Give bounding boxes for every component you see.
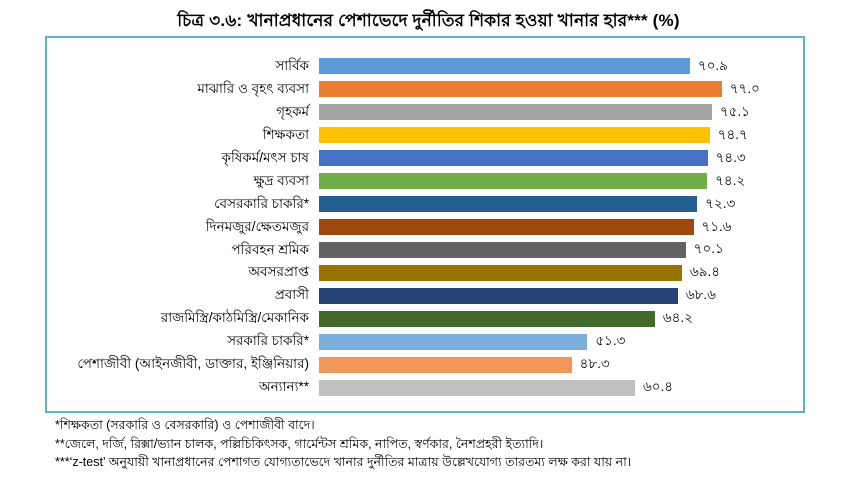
bar <box>319 104 712 121</box>
bar-row: অন্যান্য** ৬০.৪ <box>51 376 795 399</box>
bar-row: ক্ষুদ্র ব্যবসা ৭৪.২ <box>51 170 795 193</box>
bar <box>319 127 710 144</box>
bar <box>319 219 694 236</box>
category-label: কৃষিকর্ম/মৎস চাষ <box>221 149 309 165</box>
footnote-2: **জেলে, দর্জি, রিক্সা/ভ্যান চালক, পল্লিচ… <box>55 436 544 451</box>
bar-row: বেসরকারি চাকরি* ৭২.৩ <box>51 193 795 216</box>
bar-row: দিনমজুর/ক্ষেতমজুর ৭১.৬ <box>51 216 795 239</box>
bar-track: ৬৪.২ <box>319 307 795 330</box>
bar <box>319 58 690 75</box>
bar-row: রাজমিস্ত্রি/কাঠমিস্ত্রি/মেকানিক ৬৪.২ <box>51 307 795 330</box>
bar-value-label: ৭১.৬ <box>701 218 732 234</box>
category-label: অন্যান্য** <box>258 379 309 395</box>
chart-title: চিত্র ৩.৬: খানাপ্রধানের পেশাভেদে দুর্নীত… <box>177 11 680 30</box>
bar-track: ৬৯.৪ <box>319 261 795 284</box>
bar <box>319 81 722 98</box>
bar-value-label: ৭৪.২ <box>715 172 746 188</box>
category-label: ক্ষুদ্র ব্যবসা <box>253 172 309 188</box>
bar <box>319 356 572 373</box>
bar-row: কৃষিকর্ম/মৎস চাষ ৭৪.৩ <box>51 147 795 170</box>
bar-track: ৭৭.০ <box>319 78 795 101</box>
bar-value-label: ৭৫.১ <box>719 103 750 119</box>
bar-row: গৃহকর্ম ৭৫.১ <box>51 101 795 124</box>
category-label: শিক্ষকতা <box>262 126 309 142</box>
category-label: পেশাজীবী (আইনজীবী, ডাক্তার, ইঞ্জিনিয়ার) <box>77 356 309 372</box>
bar-value-label: ৬৯.৪ <box>690 264 721 280</box>
bar-track: ৭৪.৭ <box>319 124 795 147</box>
category-label: সার্বিক <box>275 58 309 74</box>
bar-value-label: ৬৮.৬ <box>685 287 716 303</box>
bar-row: প্রবাসী ৬৮.৬ <box>51 284 795 307</box>
bar-row: পরিবহন শ্রমিক ৭০.১ <box>51 239 795 262</box>
bar-track: ৭৫.১ <box>319 101 795 124</box>
bar-value-label: ৪৮.৩ <box>579 356 610 372</box>
bar-track: ৭১.৬ <box>319 216 795 239</box>
bar-track: ৬৮.৬ <box>319 284 795 307</box>
bar-value-label: ৭৪.৭ <box>717 126 748 142</box>
bar-row: সরকারি চাকরি* ৫১.৩ <box>51 330 795 353</box>
chart-plot-area: সার্বিক ৭০.৯ মাঝারি ও বৃহৎ ব্যবসা ৭৭.০ গৃহকর… <box>45 36 805 413</box>
bar <box>319 241 686 258</box>
bar-value-label: ৭০.১ <box>693 241 724 257</box>
bar <box>319 310 655 327</box>
category-label: দিনমজুর/ক্ষেতমজুর <box>205 218 309 234</box>
bar-track: ৭৪.২ <box>319 170 795 193</box>
bar-value-label: ৫১.৩ <box>595 333 626 349</box>
category-label: সরকারি চাকরি* <box>227 333 309 349</box>
bar-track: ৭২.৩ <box>319 193 795 216</box>
bar <box>319 196 698 213</box>
bar-rows: সার্বিক ৭০.৯ মাঝারি ও বৃহৎ ব্যবসা ৭৭.০ গৃহকর… <box>51 55 795 399</box>
bar-value-label: ৭৭.০ <box>729 80 760 96</box>
bar-track: ৭০.৯ <box>319 55 795 78</box>
category-label: প্রবাসী <box>274 287 309 303</box>
bar-value-label: ৭৪.৩ <box>715 149 746 165</box>
bar-value-label: ৬৪.২ <box>662 310 693 326</box>
bar <box>319 287 678 304</box>
footnote-1: *শিক্ষকতা (সরকারি ও বেসরকারি) ও পেশাজীবী… <box>55 418 315 432</box>
bar-track: ৪৮.৩ <box>319 353 795 376</box>
bar <box>319 173 708 190</box>
bar-track: ৭০.১ <box>319 239 795 262</box>
category-label: রাজমিস্ত্রি/কাঠমিস্ত্রি/মেকানিক <box>160 310 309 326</box>
bar-track: ৫১.৩ <box>319 330 795 353</box>
bar <box>319 150 708 167</box>
bar-row: মাঝারি ও বৃহৎ ব্যবসা ৭৭.০ <box>51 78 795 101</box>
bar-track: ৭৪.৩ <box>319 147 795 170</box>
bar <box>319 264 682 281</box>
category-label: বেসরকারি চাকরি* <box>214 195 309 211</box>
category-label: মাঝারি ও বৃহৎ ব্যবসা <box>197 80 309 96</box>
bar-row: সার্বিক ৭০.৯ <box>51 55 795 78</box>
footnotes: *শিক্ষকতা (সরকারি ও বেসরকারি) ও পেশাজীবী… <box>55 416 825 472</box>
bar-row: পেশাজীবী (আইনজীবী, ডাক্তার, ইঞ্জিনিয়ার)… <box>51 353 795 376</box>
bar <box>319 379 635 396</box>
category-label: অবসরপ্রাপ্ত <box>248 264 309 280</box>
category-label: পরিবহন শ্রমিক <box>231 241 309 257</box>
bar-row: অবসরপ্রাপ্ত ৬৯.৪ <box>51 261 795 284</box>
footnote-3: ***‘z-test’ অনুযায়ী খানাপ্রধানের পেশাগত… <box>55 455 632 469</box>
bar <box>319 333 588 350</box>
bar-value-label: ৬০.৪ <box>642 379 674 395</box>
category-label: গৃহকর্ম <box>276 103 309 119</box>
bar-value-label: ৭২.৩ <box>705 195 736 211</box>
bar-value-label: ৭০.৯ <box>697 57 728 73</box>
bar-row: শিক্ষকতা ৭৪.৭ <box>51 124 795 147</box>
bar-track: ৬০.৪ <box>319 376 795 399</box>
